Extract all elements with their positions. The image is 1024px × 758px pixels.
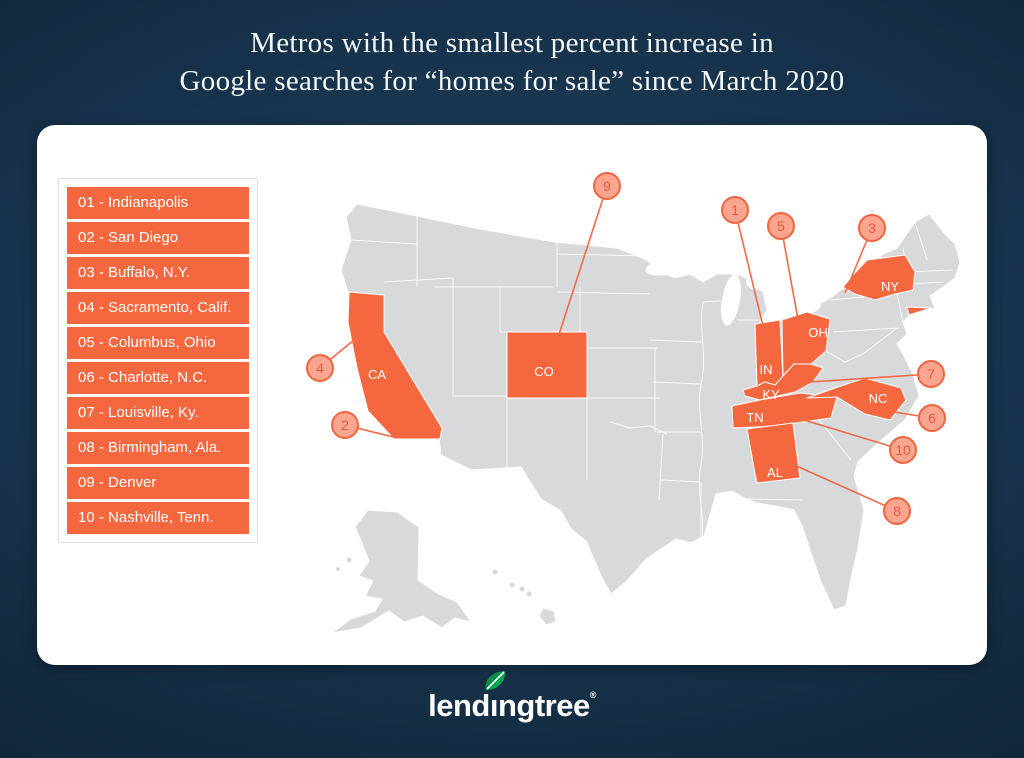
state-label-co: CO [534,364,554,379]
legend-item-03: 03 - Buffalo, N.Y. [67,257,249,289]
state-label-ny: NY [881,279,899,294]
callout-line-8 [771,454,898,512]
hawaii-big-island [538,607,557,626]
leaf-icon [485,671,505,690]
wordmark-part2: ngtree [497,688,590,723]
state-labels: CA CO IN OH KY TN NC AL NY [368,279,899,480]
wordmark-i: ı [485,671,505,724]
callout-circle-10 [889,436,917,464]
callout-lines [319,185,933,512]
hawaii [491,568,557,626]
map-card: 01 - Indianapolis 02 - San Diego 03 - Bu… [37,125,987,665]
callout-number-2: 2 [341,417,349,433]
title-line-1: Metros with the smallest percent increas… [250,27,774,59]
legend-item-09: 09 - Denver [67,467,249,499]
lendingtree-logo: lend ıngtree® [0,671,1024,724]
state-co [506,331,588,399]
state-tn [731,392,838,429]
legend-item-07: 07 - Louisville, Ky. [67,397,249,429]
state-ca [347,291,443,440]
ranking-legend: 01 - Indianapolis 02 - San Diego 03 - Bu… [58,178,258,543]
callout-circle-4 [306,354,334,382]
callout-line-9 [552,185,608,354]
callout-circle-6 [918,404,946,432]
infographic-title: Metros with the smallest percent increas… [0,24,1024,100]
lake-superior [645,254,701,276]
callout-number-1: 1 [731,202,739,218]
legend-item-10: 10 - Nashville, Tenn. [67,502,249,534]
highlighted-states [347,254,932,484]
lake-erie [782,302,822,320]
hawaii-island-4 [525,590,533,598]
callout-line-5 [780,225,804,348]
legend-item-02: 02 - San Diego [67,222,249,254]
title-line-2: Google searches for “homes for sale” sin… [179,65,845,97]
callout-circle-8 [883,497,911,525]
callout-number-3: 3 [868,220,876,236]
callout-circle-5 [767,212,795,240]
callout-line-7 [809,373,932,383]
legend-item-06: 06 - Charlotte, N.C. [67,362,249,394]
callout-circle-1 [721,196,749,224]
legend-item-05: 05 - Columbus, Ohio [67,327,249,359]
state-label-in: IN [760,362,773,377]
wordmark-part1: lend [428,688,490,723]
us-map: CA CO IN OH KY TN NC AL NY [305,170,965,652]
state-borders [350,216,954,539]
state-al [746,422,801,484]
hawaii-island-3 [518,585,526,593]
state-ny-long-island [906,306,932,316]
legend-item-08: 08 - Birmingham, Ala. [67,432,249,464]
lake-huron [746,274,768,290]
state-label-oh: OH [808,325,828,340]
callout-circle-7 [917,360,945,388]
callout-markers: 9 1 5 3 4 2 7 6 10 8 [306,172,946,525]
callout-line-1 [734,209,771,356]
callout-circle-3 [858,214,886,242]
registered-mark: ® [589,690,597,700]
us-map-svg: CA CO IN OH KY TN NC AL NY [306,172,961,634]
state-label-al: AL [767,465,783,480]
legend-item-04: 04 - Sacramento, Calif. [67,292,249,324]
callout-number-7: 7 [927,366,935,382]
callout-number-8: 8 [893,503,901,519]
alaska-island-1 [345,556,353,564]
lendingtree-wordmark: lend ıngtree® [428,671,597,724]
legend-item-01: 01 - Indianapolis [67,187,249,219]
state-label-tn: TN [746,410,763,425]
callout-number-4: 4 [316,360,324,376]
callout-line-10 [770,409,904,451]
callout-number-10: 10 [895,442,911,458]
callout-circle-9 [593,172,621,200]
hawaii-island-1 [491,568,499,576]
state-ny [842,254,916,301]
state-label-nc: NC [869,391,888,406]
hawaii-island-2 [508,581,516,589]
callout-circle-2 [331,411,359,439]
callout-number-9: 9 [603,178,611,194]
wordmark-i-glyph: ı [489,688,499,723]
alaska-island-2 [335,566,341,572]
state-label-ca: CA [368,367,386,382]
callout-number-6: 6 [928,410,936,426]
state-label-ky: KY [762,387,780,402]
callout-number-5: 5 [777,218,785,234]
alaska [331,509,472,634]
